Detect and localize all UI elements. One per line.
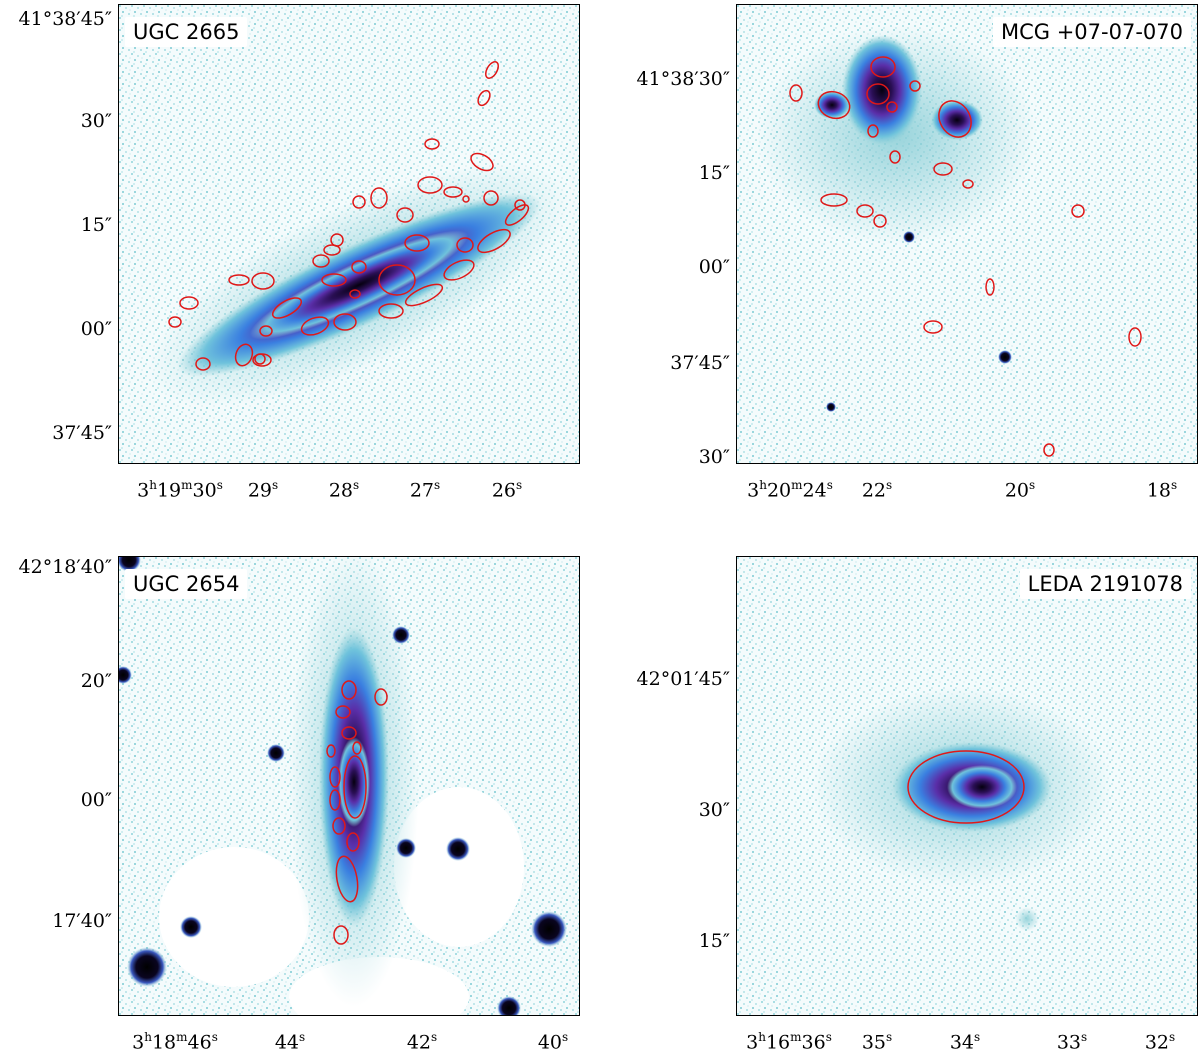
- y-tick: 17′40″: [52, 910, 112, 932]
- x-tick: 3h20m24s: [747, 478, 833, 502]
- x-tick: 35s: [861, 1030, 893, 1053]
- galaxy-image: [737, 5, 1197, 463]
- x-tick: 20s: [1004, 478, 1036, 502]
- x-tick: 42s: [406, 1030, 438, 1053]
- panel-ugc-2654: UGC 2654: [118, 556, 580, 1016]
- y-tick: 42°01′45″: [636, 668, 730, 690]
- x-tick: 33s: [1056, 1030, 1088, 1053]
- x-tick: 32s: [1144, 1030, 1176, 1053]
- x-tick: 3h19m30s: [137, 478, 223, 502]
- galaxy-image: [119, 557, 579, 1015]
- x-tick: 44s: [274, 1030, 306, 1053]
- x-tick: 29s: [247, 478, 279, 502]
- x-tick: 27s: [409, 478, 441, 502]
- panel-mcg-07-07-070: MCG +07-07-070: [736, 4, 1198, 464]
- galaxy-name-label: MCG +07-07-070: [992, 17, 1191, 47]
- y-tick: 41°38′30″: [636, 68, 730, 90]
- x-tick: 3h18m46s: [132, 1030, 218, 1053]
- y-tick: 37′45″: [670, 352, 730, 374]
- y-tick: 37′45″: [52, 422, 112, 444]
- y-tick: 00″: [80, 789, 112, 811]
- panel-leda-2191078: LEDA 2191078: [736, 556, 1198, 1016]
- aperture-ellipses: [326, 680, 388, 945]
- x-tick: 18s: [1146, 478, 1178, 502]
- aperture-ellipses: [789, 56, 1142, 457]
- x-tick: 22s: [861, 478, 893, 502]
- y-tick: 00″: [698, 256, 730, 278]
- y-tick: 30″: [698, 446, 730, 468]
- x-tick: 3h16m36s: [746, 1030, 832, 1053]
- y-tick: 20″: [80, 670, 112, 692]
- aperture-ellipses: [907, 750, 1025, 824]
- y-tick: 30″: [80, 110, 112, 132]
- y-tick: 42°18′40″: [18, 556, 112, 578]
- galaxy-image: [737, 557, 1197, 1015]
- y-tick: 15″: [80, 214, 112, 236]
- galaxy-image: [119, 5, 579, 463]
- y-tick: 41°38′45″: [18, 8, 112, 30]
- aperture-ellipses: [168, 61, 530, 371]
- x-tick: 34s: [949, 1030, 981, 1053]
- y-tick: 00″: [80, 318, 112, 340]
- galaxy-name-label: LEDA 2191078: [1019, 569, 1191, 599]
- panel-ugc-2665: UGC 2665: [118, 4, 580, 464]
- y-tick: 15″: [698, 930, 730, 952]
- x-tick: 28s: [328, 478, 360, 502]
- x-tick: 26s: [491, 478, 523, 502]
- galaxy-name-label: UGC 2665: [125, 17, 248, 47]
- x-tick: 40s: [537, 1030, 569, 1053]
- y-tick: 30″: [698, 799, 730, 821]
- y-tick: 15″: [698, 162, 730, 184]
- galaxy-name-label: UGC 2654: [125, 569, 248, 599]
